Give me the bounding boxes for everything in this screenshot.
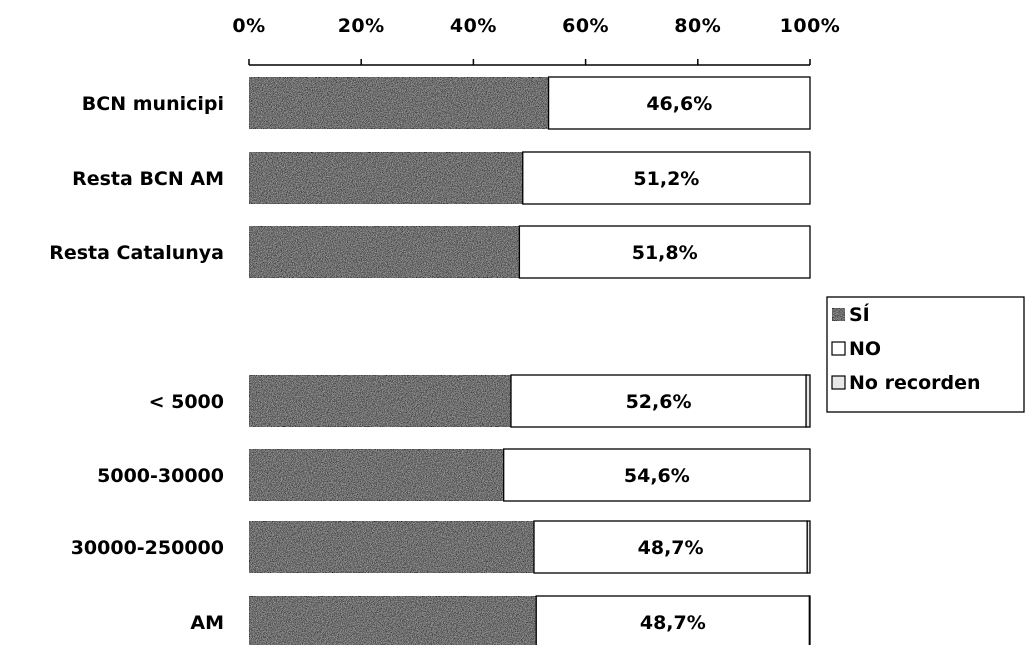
- bar-segment-no: [510, 374, 807, 428]
- bar-segment-s-: [248, 225, 521, 279]
- bar-segment-no: [547, 76, 811, 130]
- category-label: BCN municipi: [82, 93, 224, 115]
- bar-segment-no: [518, 225, 811, 279]
- category-label: AM: [190, 612, 224, 634]
- bar-segment-no: [522, 151, 811, 205]
- bar-segment-s-: [248, 151, 524, 205]
- bar-segment-s-: [248, 520, 535, 574]
- bar-segment-s-: [248, 448, 505, 502]
- legend-label: NO: [849, 338, 881, 360]
- bar-segment-no: [533, 520, 808, 574]
- category-label: 5000-30000: [97, 465, 224, 487]
- labels: BCN municipi 46,6% Resta BCN AM 51,2% Resta …: [49, 93, 712, 634]
- x-tick-label: 0%: [232, 15, 265, 37]
- legend-swatch: [831, 307, 846, 322]
- category-label: 30000-250000: [71, 537, 224, 559]
- x-tick-label: 20%: [338, 15, 385, 37]
- legend-label: SÍ: [849, 303, 870, 326]
- bars: [248, 76, 811, 645]
- data-label: 48,7%: [638, 537, 704, 559]
- data-label: 46,6%: [646, 93, 712, 115]
- x-tick-label: 100%: [780, 15, 841, 37]
- legend-box: [826, 296, 1025, 413]
- data-label: 51,8%: [632, 242, 698, 264]
- x-tick-label: 80%: [674, 15, 721, 37]
- legend: SÍ NO No recorden: [826, 296, 1025, 413]
- bar-segment-no-recorden: [806, 520, 811, 574]
- category-label: Resta BCN AM: [72, 168, 224, 190]
- bar-segment-no-recorden: [808, 595, 811, 645]
- x-tick-label: 40%: [450, 15, 497, 37]
- bar-segment-no: [503, 448, 811, 502]
- data-label: 52,6%: [626, 391, 692, 413]
- bar-segment-s-: [248, 374, 512, 428]
- legend-label: No recorden: [849, 372, 981, 394]
- legend-swatch: [831, 341, 846, 356]
- bar-segment-s-: [248, 76, 550, 130]
- legend-swatch: [831, 375, 846, 390]
- bar-segment-no-recorden: [805, 374, 811, 428]
- data-label: 51,2%: [633, 168, 699, 190]
- data-label: 48,7%: [640, 612, 706, 634]
- bar-segment-s-: [248, 595, 537, 645]
- category-label: < 5000: [149, 391, 224, 413]
- category-label: Resta Catalunya: [49, 242, 224, 264]
- data-label: 54,6%: [624, 465, 690, 487]
- x-axis: 0% 20% 40% 60% 80% 100%: [232, 15, 841, 66]
- x-tick-label: 60%: [562, 15, 609, 37]
